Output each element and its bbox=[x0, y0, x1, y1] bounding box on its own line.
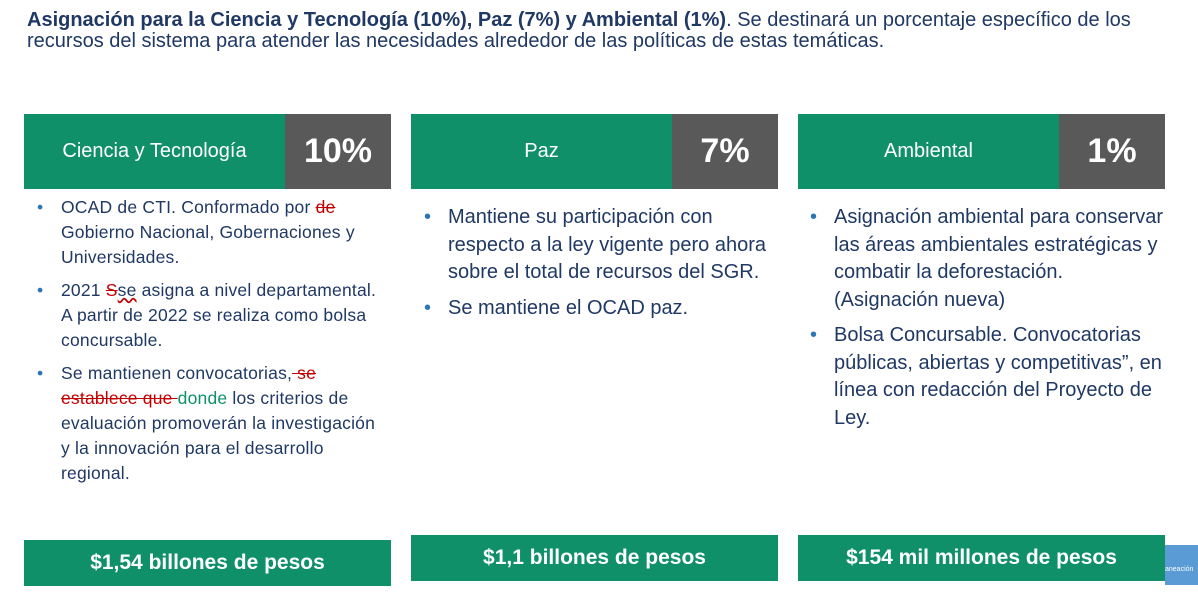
logo: aneación bbox=[1165, 545, 1198, 585]
title-rest: . Se destinará un porcentaje específico … bbox=[27, 9, 1131, 52]
logo-text: aneación bbox=[1165, 566, 1194, 573]
inserted-text: donde bbox=[177, 388, 228, 408]
bullet-item: OCAD de CTI. Conformado por de Gobierno … bbox=[33, 195, 383, 270]
card-header-ciencia: Ciencia y Tecnología 10% bbox=[24, 114, 391, 189]
bullet-text: 2021 bbox=[61, 280, 106, 300]
card-footer-ambiental: $154 mil millones de pesos bbox=[798, 535, 1165, 581]
bullet-item: Bolsa Concursable. Convocatorias pública… bbox=[806, 322, 1168, 432]
card-title: Ambiental bbox=[884, 140, 973, 162]
card-bullets-ambiental: Asignación ambiental para conservar las … bbox=[806, 204, 1168, 440]
spellcheck-text: se bbox=[117, 280, 137, 300]
card-footer-ciencia: $1,54 billones de pesos bbox=[24, 540, 391, 586]
card-title: Ciencia y Tecnología bbox=[62, 140, 247, 162]
bullet-item: 2021 Sse asigna a nivel departamental. A… bbox=[33, 278, 383, 353]
card-bullets-ciencia: OCAD de CTI. Conformado por de Gobierno … bbox=[33, 195, 383, 494]
card-percent: 10% bbox=[285, 114, 391, 189]
bullet-text: los criterios de evaluación promoverán l… bbox=[61, 388, 376, 483]
card-bullets-paz: Mantiene su participación con respecto a… bbox=[420, 204, 775, 330]
card-header-ambiental: Ambiental 1% bbox=[798, 114, 1165, 189]
bullet-text: Gobierno Nacional, Gobernaciones y Unive… bbox=[61, 222, 355, 267]
bullet-item: Se mantiene el OCAD paz. bbox=[420, 295, 775, 323]
bullet-item: Mantiene su participación con respecto a… bbox=[420, 204, 775, 287]
bullet-item: Asignación ambiental para conservar las … bbox=[806, 204, 1168, 314]
bullet-text: OCAD de CTI. Conformado por bbox=[61, 197, 316, 217]
bullet-text: asigna a nivel departamental. A partir d… bbox=[61, 280, 377, 350]
deleted-text: se establece que bbox=[61, 363, 317, 408]
deleted-text: S bbox=[105, 280, 118, 300]
bullet-text: Se mantienen convocatorias, bbox=[61, 363, 293, 383]
bullet-item: Se mantienen convocatorias, se establece… bbox=[33, 361, 383, 486]
slide-title: Asignación para la Ciencia y Tecnología … bbox=[27, 10, 1177, 52]
card-title: Paz bbox=[524, 140, 559, 162]
card-percent: 7% bbox=[672, 114, 778, 189]
deleted-text: de bbox=[315, 197, 336, 217]
title-bold: Asignación para la Ciencia y Tecnología … bbox=[27, 9, 727, 31]
card-percent: 1% bbox=[1059, 114, 1165, 189]
card-header-paz: Paz 7% bbox=[411, 114, 778, 189]
card-footer-paz: $1,1 billones de pesos bbox=[411, 535, 778, 581]
